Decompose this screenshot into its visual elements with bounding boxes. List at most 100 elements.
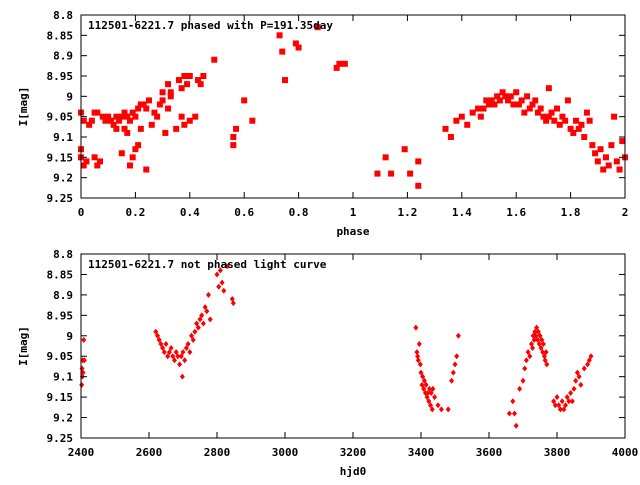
data-point (576, 373, 582, 380)
data-point (426, 398, 432, 405)
data-point (181, 73, 188, 79)
data-point (475, 105, 482, 112)
data-point (86, 121, 93, 128)
data-point (530, 345, 536, 352)
data-point (513, 422, 519, 429)
data-point (179, 373, 185, 380)
data-point (185, 340, 191, 347)
data-point (427, 385, 432, 392)
data-point (453, 117, 460, 124)
data-point (336, 60, 343, 67)
data-point (168, 345, 174, 352)
data-point (417, 361, 423, 368)
data-point (182, 357, 188, 364)
data-point (126, 162, 133, 169)
phased-data-points (78, 24, 628, 189)
data-point (113, 125, 120, 132)
data-point (425, 390, 431, 397)
data-point (507, 93, 514, 100)
data-point (295, 44, 302, 51)
data-point (533, 332, 539, 339)
x-tick-label: 1 (350, 206, 357, 219)
data-point (116, 117, 123, 124)
data-point (445, 406, 451, 413)
data-point (105, 113, 112, 120)
data-point (556, 402, 562, 409)
data-point (132, 113, 139, 120)
data-point (167, 89, 174, 96)
data-point (438, 406, 444, 413)
data-point (282, 77, 288, 84)
data-point (415, 158, 422, 165)
data-point (401, 146, 408, 153)
y-tick-label: 9.25 (47, 192, 74, 205)
data-point (421, 385, 427, 392)
y-tick-label: 9.05 (47, 111, 74, 124)
data-point (545, 85, 552, 92)
data-point (217, 267, 223, 274)
data-point (200, 73, 207, 79)
data-point (156, 336, 162, 343)
data-point (195, 324, 201, 331)
data-point (542, 357, 548, 364)
data-point (486, 101, 492, 108)
data-point (166, 349, 172, 356)
data-point (432, 394, 438, 401)
data-point (178, 353, 184, 360)
data-point (129, 154, 136, 161)
data-point (545, 113, 552, 120)
data-point (279, 48, 286, 55)
data-point (556, 121, 563, 128)
data-point (526, 105, 533, 112)
x-axis-label-bottom: hjd0 (340, 465, 367, 478)
data-point (458, 113, 465, 120)
data-point (494, 93, 501, 100)
data-point (194, 77, 201, 84)
data-point (535, 328, 541, 335)
x-tick-label: 3600 (476, 446, 503, 459)
y-tick-label: 9.1 (53, 371, 73, 384)
y-tick-label: 9.25 (47, 432, 74, 445)
data-point (536, 340, 542, 347)
data-point (515, 101, 522, 108)
data-point (80, 117, 87, 124)
data-point (522, 365, 528, 372)
x-tick-label: 0.2 (125, 206, 145, 219)
y-tick-label: 8.9 (53, 289, 73, 302)
data-point (510, 398, 516, 405)
data-point (80, 162, 87, 169)
data-point (566, 398, 572, 405)
data-point (578, 381, 584, 388)
data-point (388, 170, 395, 177)
data-point (506, 410, 512, 417)
data-point (551, 398, 557, 405)
data-point (91, 154, 98, 161)
data-point (197, 316, 203, 323)
data-point (172, 357, 177, 364)
data-point (563, 402, 568, 409)
x-tick-label: 1.8 (561, 206, 581, 219)
x-tick-label: 1.6 (506, 206, 526, 219)
data-point (561, 406, 567, 413)
data-point (221, 287, 227, 294)
data-point (513, 89, 520, 96)
data-point (140, 101, 147, 108)
y-tick-label: 9.15 (47, 151, 74, 164)
data-point (450, 369, 456, 376)
data-point (575, 125, 582, 132)
data-point (415, 182, 422, 189)
data-point (156, 101, 163, 108)
data-point (540, 113, 547, 120)
data-point (194, 320, 200, 327)
data-point (314, 24, 321, 31)
data-point (341, 60, 348, 67)
data-point (483, 97, 490, 104)
data-point (557, 406, 563, 413)
data-point (544, 361, 550, 368)
data-point (148, 121, 155, 128)
data-point (430, 385, 436, 392)
data-point (143, 166, 150, 173)
data-point (192, 113, 199, 120)
